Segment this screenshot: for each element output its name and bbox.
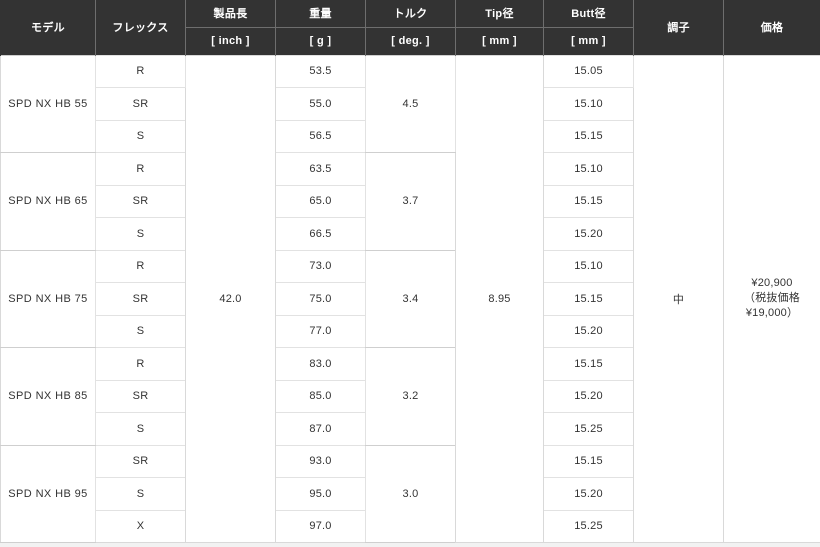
table-row: SPD NX HB 95 SR 93.0 3.0 15.15 bbox=[0, 444, 820, 543]
column-unit-tip: [ mm ] bbox=[455, 27, 544, 55]
cell-price: ¥20,900 （税抜価格 ¥19,000） bbox=[723, 54, 820, 543]
header-row-top: モデル フレックス 製品長 重量 トルク Tip径 Butt径 調子 価格 bbox=[0, 0, 820, 55]
cell-flex: SR bbox=[95, 87, 186, 121]
cell-torque: 3.4 bbox=[365, 249, 456, 348]
cell-weight: 87.0 bbox=[275, 412, 366, 446]
cell-weight: 73.0 bbox=[275, 249, 366, 283]
cell-butt-diameter: 15.20 bbox=[543, 379, 634, 413]
cell-butt-diameter: 15.15 bbox=[543, 282, 634, 316]
column-unit-length: [ inch ] bbox=[185, 27, 276, 55]
column-unit-weight: [ g ] bbox=[275, 27, 366, 55]
cell-flex: R bbox=[95, 249, 186, 283]
price-incl-tax: ¥20,900 bbox=[751, 277, 793, 290]
cell-weight: 93.0 bbox=[275, 444, 366, 478]
column-header-weight: 重量 bbox=[275, 0, 366, 28]
cell-butt-diameter: 15.20 bbox=[543, 217, 634, 251]
column-header-flex: フレックス bbox=[95, 0, 186, 55]
column-unit-butt: [ mm ] bbox=[543, 27, 634, 55]
cell-weight: 97.0 bbox=[275, 509, 366, 543]
cell-flex: S bbox=[95, 217, 186, 251]
cell-weight: 85.0 bbox=[275, 379, 366, 413]
table-header: モデル フレックス 製品長 重量 トルク Tip径 Butt径 調子 価格 [ inch ][ … bbox=[0, 0, 820, 55]
table-row: SPD NX HB 55 R 42.0 53.5 4.5 8.95 15.05 中 ¥20,90… bbox=[0, 54, 820, 543]
cell-tip-diameter: 8.95 bbox=[455, 54, 544, 543]
cell-weight: 77.0 bbox=[275, 314, 366, 348]
column-header-model: モデル bbox=[0, 0, 96, 55]
table-row: SPD NX HB 75 R 73.0 3.4 15.10 bbox=[0, 249, 820, 348]
cell-torque: 3.7 bbox=[365, 152, 456, 251]
cell-model: SPD NX HB 75 bbox=[0, 249, 96, 348]
column-unit-torque: [ deg. ] bbox=[365, 27, 456, 55]
cell-butt-diameter: 15.15 bbox=[543, 347, 634, 381]
cell-weight: 83.0 bbox=[275, 347, 366, 381]
table-row: S 66.5 15.20 bbox=[1, 217, 820, 251]
cell-butt-diameter: 15.25 bbox=[543, 412, 634, 446]
cell-weight: 66.5 bbox=[275, 217, 366, 251]
cell-flex: R bbox=[95, 152, 186, 186]
table-row: SR 65.0 15.15 bbox=[1, 184, 820, 218]
table-row: S 56.5 15.15 bbox=[1, 119, 820, 153]
cell-flex: R bbox=[95, 347, 186, 381]
table-row: S 95.0 15.20 bbox=[1, 477, 820, 511]
cell-weight: 55.0 bbox=[275, 87, 366, 121]
cell-weight: 53.5 bbox=[275, 54, 366, 88]
cell-weight: 75.0 bbox=[275, 282, 366, 316]
cell-flex: SR bbox=[95, 184, 186, 218]
cell-butt-diameter: 15.25 bbox=[543, 509, 634, 543]
cell-butt-diameter: 15.15 bbox=[543, 119, 634, 153]
cell-length: 42.0 bbox=[185, 54, 276, 543]
cell-model: SPD NX HB 55 bbox=[0, 54, 96, 153]
cell-weight: 63.5 bbox=[275, 152, 366, 186]
cell-flex: S bbox=[95, 477, 186, 511]
cell-model: SPD NX HB 85 bbox=[0, 347, 96, 446]
column-header-tip: Tip径 bbox=[455, 0, 544, 28]
cell-butt-diameter: 15.20 bbox=[543, 314, 634, 348]
table-row: SR 55.0 15.10 bbox=[1, 87, 820, 121]
cell-kick-point: 中 bbox=[633, 54, 724, 543]
cell-torque: 3.0 bbox=[365, 444, 456, 543]
table-row: SPD NX HB 65 R 63.5 3.7 15.10 bbox=[0, 152, 820, 251]
cell-butt-diameter: 15.10 bbox=[543, 152, 634, 186]
column-header-kick: 調子 bbox=[633, 0, 724, 55]
column-header-butt: Butt径 bbox=[543, 0, 634, 28]
table-row: X 97.0 15.25 bbox=[1, 509, 820, 543]
cell-weight: 95.0 bbox=[275, 477, 366, 511]
cell-flex: S bbox=[95, 412, 186, 446]
column-header-torque: トルク bbox=[365, 0, 456, 28]
cell-butt-diameter: 15.15 bbox=[543, 184, 634, 218]
cell-model: SPD NX HB 65 bbox=[0, 152, 96, 251]
cell-weight: 56.5 bbox=[275, 119, 366, 153]
cell-flex: R bbox=[95, 54, 186, 88]
table-row: S 87.0 15.25 bbox=[1, 412, 820, 446]
table-row: SPD NX HB 85 R 83.0 3.2 15.15 bbox=[0, 347, 820, 446]
price-excl-tax: ¥19,000） bbox=[745, 307, 799, 320]
cell-model: SPD NX HB 95 bbox=[0, 444, 96, 543]
cell-weight: 65.0 bbox=[275, 184, 366, 218]
cell-butt-diameter: 15.05 bbox=[543, 54, 634, 88]
cell-flex: SR bbox=[95, 444, 186, 478]
cell-flex: X bbox=[95, 509, 186, 543]
cell-torque: 4.5 bbox=[365, 54, 456, 153]
cell-butt-diameter: 15.20 bbox=[543, 477, 634, 511]
column-header-price: 価格 bbox=[723, 0, 820, 55]
table-row: SR 75.0 15.15 bbox=[1, 282, 820, 316]
cell-butt-diameter: 15.15 bbox=[543, 444, 634, 478]
cell-flex: SR bbox=[95, 379, 186, 413]
cell-flex: S bbox=[95, 119, 186, 153]
cell-torque: 3.2 bbox=[365, 347, 456, 446]
cell-butt-diameter: 15.10 bbox=[543, 249, 634, 283]
cell-flex: S bbox=[95, 314, 186, 348]
header-row-bottom: [ inch ][ g ][ deg. ][ mm ][ mm ] bbox=[1, 27, 820, 55]
column-header-length: 製品長 bbox=[185, 0, 276, 28]
cell-flex: SR bbox=[95, 282, 186, 316]
cell-butt-diameter: 15.10 bbox=[543, 87, 634, 121]
price-excl-tax-label: （税抜価格 bbox=[744, 292, 800, 305]
table-body: SPD NX HB 55 R 42.0 53.5 4.5 8.95 15.05 中 ¥20,90… bbox=[0, 54, 820, 543]
